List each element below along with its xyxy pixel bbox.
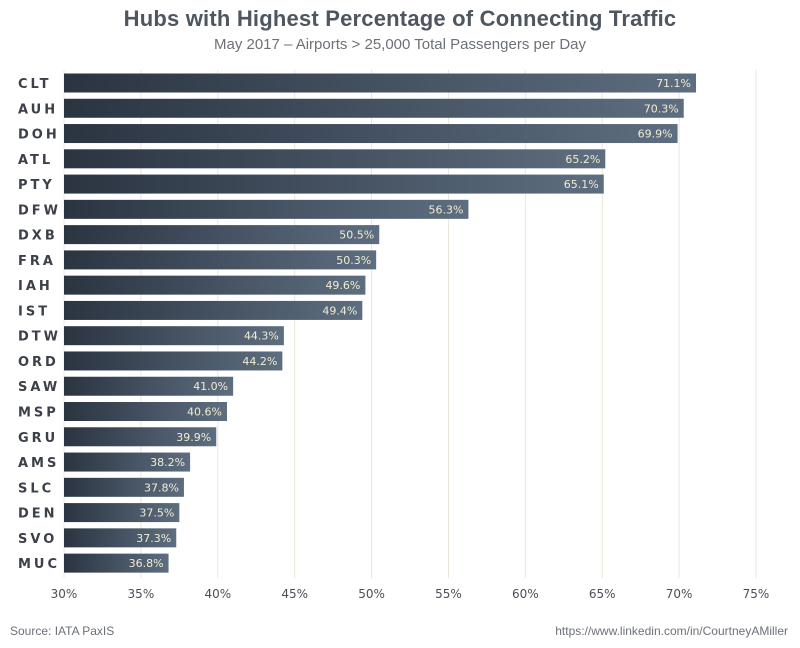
category-label: ATL: [18, 153, 53, 168]
value-label: 39.9%: [176, 431, 211, 444]
x-tick-label: 70%: [666, 587, 693, 601]
bar: [64, 98, 684, 118]
value-label: 38.2%: [150, 456, 185, 469]
x-tick-label: 35%: [128, 587, 155, 601]
x-tick-label: 50%: [358, 587, 385, 601]
grid-lines: [63, 70, 757, 578]
value-label: 65.2%: [565, 153, 600, 166]
value-label: 69.9%: [638, 128, 673, 141]
category-label: MUC: [18, 557, 60, 572]
bar: [64, 402, 228, 422]
value-label: 37.5%: [139, 507, 174, 520]
x-tick-label: 60%: [512, 587, 539, 601]
bar: [64, 326, 284, 346]
category-label: DFW: [18, 203, 61, 218]
category-label: SLC: [18, 481, 54, 496]
value-label: 50.5%: [339, 229, 374, 242]
x-tick-label: 75%: [743, 587, 770, 601]
bar: [64, 174, 604, 194]
category-label: PTY: [18, 178, 55, 193]
chart-subtitle: May 2017 – Airports > 25,000 Total Passe…: [213, 36, 587, 53]
category-label: ORD: [18, 355, 59, 370]
bars: [64, 73, 697, 573]
bar: [64, 73, 697, 93]
bar: [64, 300, 363, 320]
value-label: 49.4%: [322, 304, 357, 317]
bar: [64, 199, 469, 219]
value-label: 37.3%: [136, 532, 171, 545]
category-label: DEN: [18, 507, 58, 522]
category-label: AMS: [18, 456, 59, 471]
category-label: AUH: [18, 102, 58, 117]
category-label: CLT: [18, 77, 52, 92]
chart-title: Hubs with Highest Percentage of Connecti…: [123, 6, 677, 31]
category-label: SVO: [18, 532, 57, 547]
bar: [64, 452, 191, 472]
value-label: 56.3%: [428, 203, 463, 216]
credit-link[interactable]: https://www.linkedin.com/in/CourtneyAMil…: [555, 624, 788, 638]
value-label: 44.2%: [242, 355, 277, 368]
value-label: 40.6%: [187, 406, 222, 419]
value-label: 70.3%: [644, 102, 679, 115]
source-note: Source: IATA PaxIS: [10, 624, 115, 638]
x-tick-label: 55%: [435, 587, 462, 601]
value-label: 41.0%: [193, 380, 228, 393]
category-label: FRA: [18, 254, 56, 269]
x-tick-label: 40%: [204, 587, 231, 601]
bar: [64, 427, 217, 447]
category-label: SAW: [18, 380, 60, 395]
bar: [64, 225, 380, 245]
bar: [64, 351, 283, 371]
x-tick-label: 30%: [51, 587, 78, 601]
bar: [64, 553, 169, 573]
value-label: 65.1%: [564, 178, 599, 191]
labels: 30% 35% 40% 45% 50% 55% 60% 65% 70% 75% CLT 71.1% AU…: [18, 77, 769, 601]
category-label: GRU: [18, 431, 58, 446]
category-label: MSP: [18, 406, 59, 421]
value-label: 49.6%: [325, 279, 360, 292]
x-tick-label: 45%: [281, 587, 308, 601]
value-label: 37.8%: [144, 481, 179, 494]
value-label: 44.3%: [244, 330, 279, 343]
bar: [64, 477, 184, 497]
bar: [64, 124, 678, 144]
bar: [64, 528, 177, 548]
bar: [64, 149, 606, 169]
category-label: DTW: [18, 330, 61, 345]
bar: [64, 250, 377, 270]
bar: [64, 376, 234, 396]
category-label: IST: [18, 304, 50, 319]
category-label: DXB: [18, 229, 58, 244]
bar-chart: 30% 35% 40% 45% 50% 55% 60% 65% 70% 75% CLT 71.1% AU…: [18, 70, 769, 601]
category-label: DOH: [18, 128, 60, 143]
bar: [64, 503, 180, 523]
value-label: 36.8%: [129, 557, 164, 570]
x-tick-label: 65%: [589, 587, 616, 601]
value-label: 50.3%: [336, 254, 371, 267]
bar: [64, 275, 366, 295]
category-label: IAH: [18, 279, 53, 294]
value-label: 71.1%: [656, 77, 691, 90]
